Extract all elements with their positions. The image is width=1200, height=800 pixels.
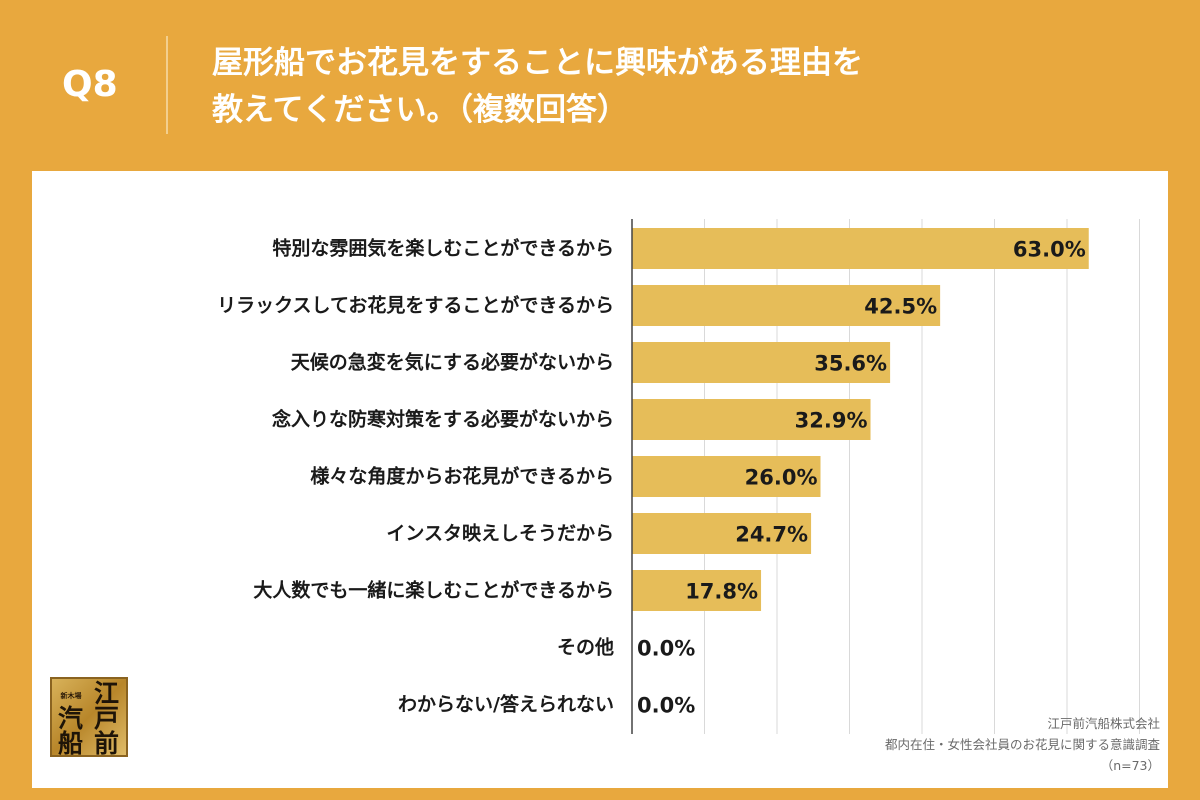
logo-small-text: 新木場 [60, 692, 82, 700]
credit-company: 江戸前汽船株式会社 [1047, 716, 1160, 731]
logo-glyph-2: 戸 [94, 704, 120, 733]
logo-glyph-4: 前 [94, 729, 120, 758]
category-label: その他 [557, 636, 614, 659]
question-title: 屋形船でお花見をすることに興味がある理由を 教えてください。（複数回答） [212, 40, 1132, 134]
question-title-line1: 屋形船でお花見をすることに興味がある理由を [212, 45, 863, 81]
logo-glyph-3: 汽 [58, 704, 84, 733]
logo-glyph-1: 江 [94, 679, 120, 708]
bar [632, 570, 762, 611]
header-divider [166, 36, 168, 134]
credit-survey: 都内在住・女性会社員のお花見に関する意識調査 [884, 737, 1160, 752]
value-label: 35.6% [814, 352, 887, 376]
value-label: 0.0% [637, 637, 695, 661]
logo-glyph-5: 船 [58, 729, 84, 758]
category-label: わからない/答えられない [398, 693, 614, 716]
value-label: 63.0% [1013, 238, 1086, 262]
category-label: 天候の急変を気にする必要がないから [291, 351, 614, 374]
credits: 江戸前汽船株式会社 都内在住・女性会社員のお花見に関する意識調査 （n=73） [885, 713, 1160, 776]
category-label: 特別な雰囲気を楽しむことができるから [272, 237, 614, 260]
value-label: 26.0% [745, 466, 818, 490]
question-number: Q8 [62, 64, 118, 105]
category-label: 様々な角度からお花見ができるから [310, 465, 614, 488]
category-label: リラックスしてお花見をすることができるから [217, 294, 614, 317]
bar [632, 456, 821, 497]
value-label: 0.0% [637, 694, 695, 718]
credit-sample: （n=73） [1100, 758, 1160, 773]
category-label: 念入りな防寒対策をする必要がないから [271, 408, 614, 431]
value-label: 17.8% [685, 580, 758, 604]
bar-chart: 特別な雰囲気を楽しむことができるから 63.0% リラックスしてお花見をすることがで… [217, 219, 1140, 734]
bar [632, 285, 941, 326]
chart-panel: 特別な雰囲気を楽しむことができるから 63.0% リラックスしてお花見をすることがで… [32, 171, 1168, 788]
category-label: 大人数でも一緒に楽しむことができるから [253, 579, 614, 602]
question-title-line2: 教えてください。（複数回答） [212, 92, 629, 128]
value-label: 32.9% [795, 409, 868, 433]
bar [632, 228, 1089, 269]
bar [632, 399, 871, 440]
bar [632, 513, 812, 554]
bar [632, 342, 891, 383]
edomae-kisen-logo: 新木場 江 戸 汽 前 船 [50, 677, 128, 757]
value-label: 24.7% [735, 523, 808, 547]
category-label: インスタ映えしそうだから [386, 523, 614, 545]
value-label: 42.5% [864, 295, 937, 319]
